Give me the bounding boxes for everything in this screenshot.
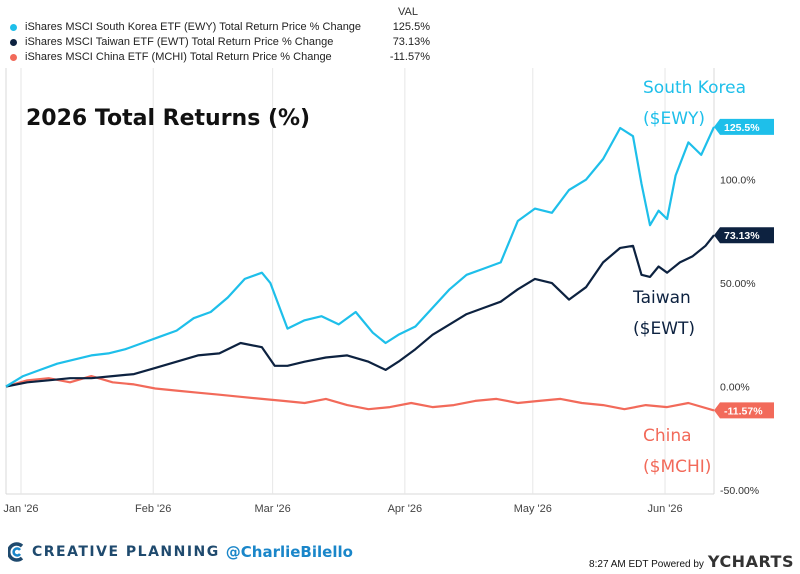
x-tick-label: Jun '26 — [647, 503, 682, 515]
series-annotation: China — [643, 426, 692, 446]
legend-item-china[interactable]: iShares MSCI China ETF (MCHI) Total Retu… — [10, 51, 430, 65]
series-line-taiwan — [5, 234, 715, 388]
legend-value: 73.13% — [392, 36, 430, 48]
series-annotation: ($EWY) — [643, 109, 705, 129]
x-tick-label: Feb '26 — [135, 503, 171, 515]
legend-item-taiwan[interactable]: iShares MSCI Taiwan ETF (EWT) Total Retu… — [10, 36, 430, 50]
series-line-south-korea — [5, 126, 716, 388]
y-tick-label: 100.0% — [720, 175, 756, 187]
legend-value: 125.5% — [392, 21, 430, 33]
legend-dot — [10, 54, 17, 61]
brand-name: CREATIVE PLANNING — [32, 544, 220, 560]
creative-planning-logo-icon — [8, 542, 24, 562]
chart-title: 2026 Total Returns (%) — [26, 106, 310, 131]
x-tick-label: May '26 — [514, 503, 552, 515]
footer-brand: CREATIVE PLANNING @CharlieBilello — [8, 540, 353, 564]
series-line-china — [5, 375, 715, 412]
legend-value: -11.57% — [389, 51, 430, 63]
legend-value-header: VAL — [398, 6, 418, 18]
legend-name: iShares MSCI South Korea ETF (EWY) Total… — [25, 21, 362, 33]
series-annotation: South Korea — [643, 78, 746, 98]
timestamp: 8:27 AM EDT Powered by — [589, 559, 704, 570]
y-tick-label: 0.00% — [720, 381, 750, 393]
y-tick-label: -50.00% — [720, 485, 759, 497]
twitter-handle[interactable]: @CharlieBilello — [225, 543, 353, 561]
legend-item-south-korea[interactable]: iShares MSCI South Korea ETF (EWY) Total… — [10, 21, 430, 35]
series-annotation: ($EWT) — [633, 319, 695, 339]
x-tick-label: Mar '26 — [254, 503, 290, 515]
end-value-label-taiwan: 73.13% — [724, 230, 760, 242]
x-tick-label: Apr '26 — [388, 503, 423, 515]
series-annotation: ($MCHI) — [643, 457, 711, 477]
end-value-tag-south-korea — [714, 118, 774, 135]
legend-dot — [10, 39, 17, 46]
end-value-tag-taiwan — [714, 227, 774, 244]
x-tick-label: Jan '26 — [3, 503, 38, 515]
end-value-tag-china — [714, 402, 774, 419]
ycharts-logo[interactable]: YCHARTS — [707, 552, 794, 571]
footer-source: 8:27 AM EDT Powered by YCHARTS — [589, 552, 794, 571]
legend-name: iShares MSCI China ETF (MCHI) Total Retu… — [25, 51, 332, 63]
end-value-label-south-korea: 125.5% — [724, 122, 760, 134]
end-value-label-china: -11.57% — [724, 405, 763, 417]
legend-dot — [10, 24, 17, 31]
series-annotation: Taiwan — [632, 288, 691, 308]
y-tick-label: 50.00% — [720, 278, 756, 290]
legend-name: iShares MSCI Taiwan ETF (EWT) Total Retu… — [25, 36, 334, 48]
